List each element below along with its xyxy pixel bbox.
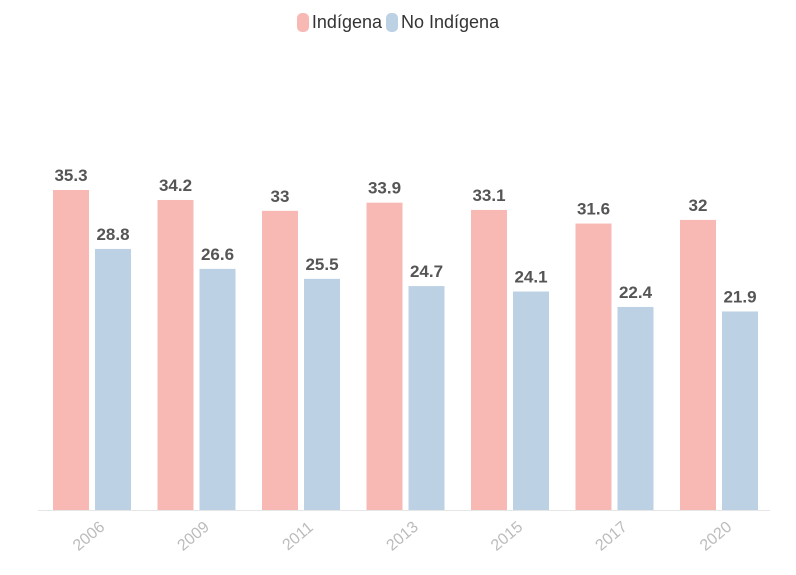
data-label-indigena-2015: 33.1 — [472, 186, 505, 205]
legend-swatch-indigena — [296, 13, 309, 32]
bar-indigena-2015[interactable] — [471, 209, 507, 510]
bar-indigena-2017[interactable] — [575, 223, 612, 510]
data-label-indigena-2017: 31.6 — [577, 200, 610, 219]
data-label-indigena-2013: 33.9 — [368, 179, 401, 198]
bar-indigena-2009[interactable] — [157, 199, 194, 510]
data-label-no-indigena-2017: 22.4 — [619, 283, 653, 302]
bar-indigena-2006[interactable] — [53, 190, 89, 510]
data-label-indigena-2011: 33 — [271, 187, 290, 206]
legend-label-indigena: Indígena — [311, 12, 382, 32]
data-label-no-indigena-2015: 24.1 — [514, 268, 547, 287]
data-label-no-indigena-2013: 24.7 — [410, 262, 443, 281]
x-tick-label-2009: 2009 — [175, 519, 213, 555]
x-tick-label-2013: 2013 — [384, 519, 422, 555]
data-label-indigena-2009: 34.2 — [159, 176, 192, 195]
data-label-no-indigena-2006: 28.8 — [96, 225, 129, 244]
bar-no-indigena-2009[interactable] — [199, 268, 236, 510]
bar-no-indigena-2006[interactable] — [95, 248, 131, 510]
bar-no-indigena-2017[interactable] — [617, 306, 654, 510]
legend-label-no-indigena: No Indígena — [401, 12, 500, 32]
bar-indigena-2011[interactable] — [262, 210, 298, 510]
bar-no-indigena-2011[interactable] — [304, 278, 340, 510]
bar-indigena-2020[interactable] — [680, 219, 716, 510]
data-label-indigena-2020: 32 — [689, 196, 708, 215]
legend-item-no-indigena[interactable]: No Indígena — [386, 12, 499, 33]
x-tick-label-2006: 2006 — [70, 519, 108, 555]
x-tick-label-2011: 2011 — [279, 519, 316, 554]
bar-no-indigena-2020[interactable] — [722, 311, 758, 510]
bar-no-indigena-2015[interactable] — [513, 291, 549, 510]
x-tick-label-2017: 2017 — [593, 519, 631, 555]
legend-swatch-no-indigena — [386, 13, 398, 32]
data-label-indigena-2006: 35.3 — [54, 166, 87, 185]
x-tick-label-2015: 2015 — [488, 519, 526, 555]
chart-legend: Indígena No Indígena — [0, 12, 796, 33]
legend-item-indigena[interactable]: Indígena — [296, 12, 382, 33]
data-label-no-indigena-2009: 26.6 — [201, 245, 234, 264]
x-tick-label-2020: 2020 — [697, 519, 735, 555]
data-label-no-indigena-2020: 21.9 — [723, 287, 756, 306]
bar-no-indigena-2013[interactable] — [408, 286, 445, 510]
data-label-no-indigena-2011: 25.5 — [305, 255, 338, 274]
bar-indigena-2013[interactable] — [366, 202, 403, 510]
